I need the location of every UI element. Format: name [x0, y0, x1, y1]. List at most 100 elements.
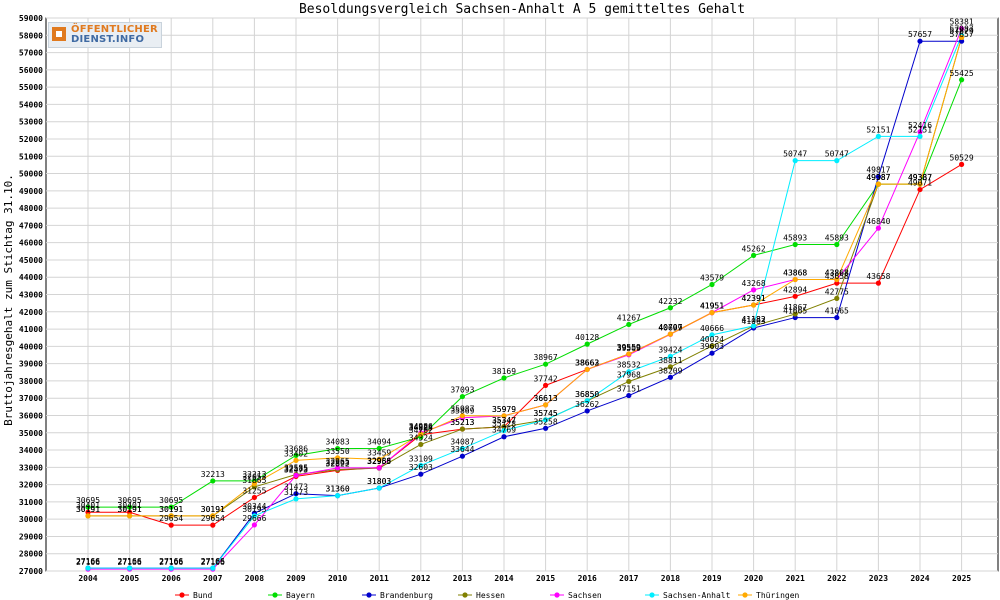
data-label-brandenburg: 32603 — [409, 463, 433, 472]
data-point-brandenburg — [501, 434, 507, 440]
data-label-brandenburg: 27166 — [76, 557, 100, 566]
y-tick-label: 40000 — [19, 342, 43, 351]
y-tick-label: 47000 — [19, 221, 43, 230]
data-point-thueringen — [792, 276, 798, 283]
y-tick-label: 33000 — [19, 463, 43, 472]
data-label-bayern: 38967 — [534, 353, 558, 362]
data-point-hessen — [792, 311, 798, 317]
x-tick-label: 2024 — [910, 574, 929, 583]
x-axis-ticks: 2004 2005 2006 2007 2008 2009 2010 2011 2012 2013… — [78, 574, 971, 583]
data-label-thueringen: 33402 — [284, 449, 308, 458]
data-point-bayern — [335, 445, 341, 452]
data-label-thueringen: 43868 — [783, 268, 807, 277]
legend-label-bayern: Bayern — [286, 591, 315, 600]
data-point-brandenburg — [834, 314, 840, 321]
data-point-thueringen — [501, 413, 507, 419]
data-point-hessen — [501, 424, 507, 430]
y-tick-label: 51000 — [19, 152, 43, 161]
data-point-bayern — [584, 341, 590, 347]
data-label-brandenburg: 57657 — [908, 30, 932, 39]
data-label-sachsen: 43868 — [825, 268, 849, 277]
data-label-sachsen: 58381 — [950, 18, 974, 27]
data-point-bayern — [959, 77, 965, 83]
y-tick-label: 43000 — [19, 291, 43, 300]
data-point-thueringen — [543, 402, 549, 408]
y-tick-label: 49000 — [19, 187, 43, 196]
data-label-bund: 37742 — [534, 374, 558, 383]
data-label-sachsen: 32535 — [284, 464, 308, 473]
data-point-sachsen-anhalt — [584, 398, 590, 404]
data-point-thueringen — [834, 276, 840, 283]
legend-marker-bund — [179, 592, 185, 598]
data-label-brandenburg: 41063 — [742, 317, 766, 326]
data-label-brandenburg: 31360 — [326, 485, 350, 494]
x-tick-label: 2017 — [619, 574, 638, 583]
y-tick-label: 44000 — [19, 273, 43, 282]
data-label-sachsen-anhalt: 41182 — [742, 315, 766, 324]
data-label-hessen: 41867 — [783, 303, 807, 312]
y-tick-label: 46000 — [19, 239, 43, 248]
data-label-hessen: 35347 — [492, 416, 516, 425]
data-label-hessen: 42775 — [825, 287, 849, 296]
data-point-thueringen — [875, 181, 882, 187]
legend-marker-hessen — [462, 592, 468, 598]
data-label-bayern: 49387 — [908, 173, 932, 182]
data-label-sachsen-anhalt: 33109 — [409, 454, 433, 463]
data-point-sachsen-anhalt — [459, 445, 465, 452]
series-line-brandenburg — [88, 40, 962, 569]
y-tick-label: 32000 — [19, 481, 43, 490]
data-point-bund — [917, 186, 923, 193]
x-tick-label: 2019 — [702, 574, 721, 583]
data-point-sachsen-anhalt — [834, 158, 840, 164]
data-point-sachsen-anhalt — [792, 158, 798, 164]
logo: ÖFFENTLICHER DIENST.INFO — [48, 22, 162, 48]
grid-lines — [46, 17, 998, 572]
data-label-bund: 29654 — [159, 514, 183, 523]
data-point-thueringen — [210, 513, 216, 519]
data-label-brandenburg: 31803 — [367, 477, 391, 486]
data-label-brandenburg: 41665 — [825, 307, 849, 316]
data-label-thueringen: 30191 — [76, 505, 100, 514]
data-label-thueringen: 30191 — [118, 505, 142, 514]
y-tick-label: 36000 — [19, 411, 43, 420]
data-label-sachsen-anhalt: 35128 — [492, 420, 516, 429]
data-point-thueringen — [459, 413, 465, 419]
data-point-thueringen — [127, 513, 133, 519]
y-tick-label: 50000 — [19, 170, 43, 179]
data-label-sachsen-anhalt: 27166 — [118, 557, 142, 566]
data-label-thueringen: 39559 — [617, 343, 641, 352]
legend-label-thueringen: Thüringen — [756, 591, 800, 600]
data-label-brandenburg: 27166 — [201, 557, 225, 566]
data-point-sachsen-anhalt — [875, 133, 882, 139]
legend-marker-bayern — [272, 592, 278, 598]
data-point-thueringen — [959, 34, 965, 40]
data-label-thueringen: 43868 — [825, 268, 849, 277]
data-point-sachsen-anhalt — [85, 565, 91, 571]
data-point-sachsen-anhalt — [127, 565, 133, 571]
data-label-hessen: 34324 — [409, 433, 433, 442]
data-label-hessen: 57879 — [950, 26, 974, 35]
data-label-thueringen: 35979 — [492, 405, 516, 414]
legend-label-sachsen: Sachsen — [568, 591, 602, 600]
data-label-sachsen-anhalt: 27166 — [201, 557, 225, 566]
data-label-brandenburg: 33644 — [450, 445, 474, 454]
data-point-brandenburg — [459, 453, 465, 459]
data-label-hessen: 38811 — [658, 356, 682, 365]
data-point-bayern — [210, 478, 216, 484]
series-line-thueringen — [88, 37, 963, 517]
data-point-bund — [127, 509, 133, 515]
y-tick-label: 29000 — [19, 532, 43, 541]
data-label-hessen: 35213 — [450, 418, 474, 427]
data-point-thueringen — [293, 457, 299, 463]
y-tick-label: 28000 — [19, 550, 43, 559]
data-label-sachsen-anhalt: 52151 — [866, 125, 890, 134]
data-label-sachsen-anhalt: 31803 — [367, 477, 391, 486]
data-label-bayern: 49387 — [866, 173, 890, 182]
legend-label-sachsen-anhalt: Sachsen-Anhalt — [663, 591, 731, 600]
data-label-hessen: 32585 — [284, 463, 308, 472]
data-label-sachsen: 35869 — [450, 407, 474, 416]
data-label-hessen: 49387 — [908, 173, 932, 182]
data-label-bayern: 30695 — [76, 496, 100, 505]
series-line-bayern — [88, 79, 963, 508]
data-label-sachsen-anhalt: 31360 — [326, 485, 350, 494]
